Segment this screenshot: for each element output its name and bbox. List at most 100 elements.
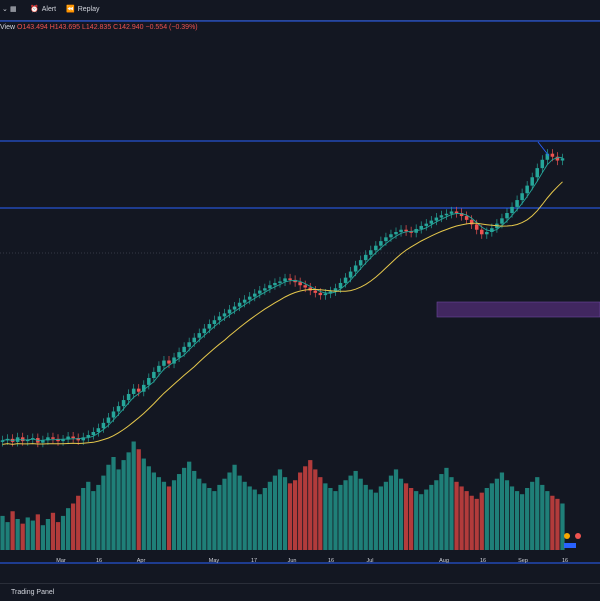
volume-bar bbox=[106, 464, 111, 550]
candle-body bbox=[263, 288, 267, 291]
volume-bar bbox=[156, 477, 162, 550]
volume-bar bbox=[45, 519, 51, 550]
candle-body bbox=[212, 320, 217, 325]
grid-icon[interactable]: ▦ bbox=[10, 6, 17, 13]
candle-body bbox=[555, 156, 560, 161]
volume-bar bbox=[141, 458, 146, 550]
volume-bar bbox=[192, 470, 197, 550]
candle-body bbox=[454, 211, 459, 213]
volume-bar bbox=[292, 480, 298, 550]
volume-bar bbox=[479, 492, 484, 550]
candle-body bbox=[136, 388, 141, 392]
volume-bar bbox=[484, 488, 489, 550]
volume-bar bbox=[277, 469, 283, 550]
volume-bar bbox=[434, 480, 439, 550]
candle-body bbox=[167, 360, 171, 364]
candle-body bbox=[439, 215, 444, 218]
volume-bar bbox=[308, 460, 313, 550]
candle-body bbox=[333, 288, 338, 292]
chevron-down-icon[interactable]: ⌄ bbox=[2, 6, 8, 13]
rewind-icon: ⏪ bbox=[66, 6, 75, 13]
candle-body bbox=[101, 422, 106, 429]
volume-bar bbox=[252, 489, 257, 550]
volume-bar bbox=[81, 488, 86, 550]
volume-bar bbox=[126, 452, 131, 550]
candle-body bbox=[76, 438, 80, 441]
volume-bar bbox=[333, 491, 338, 550]
volume-bar bbox=[232, 464, 237, 550]
candle-body bbox=[485, 232, 489, 235]
volume-bar bbox=[171, 480, 177, 550]
candle-body bbox=[535, 168, 540, 178]
volume-bar bbox=[5, 522, 10, 550]
candle-body bbox=[278, 281, 282, 283]
x-axis-tick-label: Jul bbox=[366, 558, 373, 564]
volume-bar bbox=[20, 523, 25, 550]
volume-bar bbox=[131, 441, 136, 550]
candle-body bbox=[283, 278, 287, 282]
volume-bar bbox=[146, 466, 151, 550]
candle-body bbox=[258, 290, 262, 294]
event-marker-icon bbox=[564, 533, 570, 539]
x-axis-tick-label: 16 bbox=[328, 558, 334, 564]
candle-body bbox=[379, 241, 383, 246]
candle-body bbox=[51, 437, 55, 439]
candle-body bbox=[252, 293, 257, 297]
volume-bar bbox=[25, 517, 30, 550]
trend-line bbox=[537, 141, 550, 157]
volume-bar bbox=[313, 469, 318, 550]
volume-bar bbox=[509, 486, 515, 550]
candle-body bbox=[348, 271, 353, 278]
candle-body bbox=[187, 342, 191, 347]
candle-body bbox=[318, 292, 323, 296]
candle-body bbox=[560, 158, 565, 161]
volume-bar bbox=[449, 477, 454, 550]
volume-bar bbox=[222, 478, 227, 550]
volume-bar bbox=[282, 477, 288, 550]
volume-bar bbox=[272, 475, 278, 550]
volume-bar bbox=[257, 494, 262, 550]
volume-bar bbox=[136, 449, 141, 550]
candle-body bbox=[449, 211, 454, 214]
volume-bar bbox=[197, 478, 202, 550]
volume-bar bbox=[166, 486, 172, 550]
volume-bar bbox=[514, 491, 520, 550]
candle-body bbox=[71, 436, 75, 439]
volume-bar bbox=[353, 470, 358, 550]
candle-body bbox=[232, 306, 237, 310]
candle-body bbox=[182, 346, 186, 353]
alert-button[interactable]: ⏰ Alert bbox=[30, 0, 56, 20]
candle-body bbox=[197, 333, 202, 338]
candle-body bbox=[328, 291, 333, 294]
volume-bar bbox=[338, 484, 343, 550]
candle-body bbox=[298, 282, 302, 286]
volume-bar bbox=[444, 467, 449, 550]
candle-body bbox=[61, 439, 65, 442]
candle-body bbox=[86, 435, 91, 438]
candle-body bbox=[394, 232, 398, 235]
x-axis-tick-label: Jun bbox=[288, 558, 297, 564]
volume-bar bbox=[55, 522, 61, 550]
candle-body bbox=[490, 228, 494, 233]
volume-bar bbox=[65, 508, 71, 550]
replay-button[interactable]: ⏪ Replay bbox=[66, 0, 100, 20]
volume-bar bbox=[237, 475, 242, 550]
candle-body bbox=[409, 231, 413, 233]
volume-bar bbox=[267, 481, 273, 550]
x-axis-tick-label: Apr bbox=[137, 558, 146, 564]
candle-body bbox=[157, 365, 161, 372]
candle-body bbox=[384, 237, 388, 242]
volume-bar bbox=[429, 484, 434, 550]
bottom-bar: Trading Panel bbox=[0, 583, 600, 601]
volume-bar bbox=[91, 491, 96, 550]
trading-panel-tab[interactable]: Trading Panel bbox=[11, 589, 55, 596]
volume-bar bbox=[504, 480, 510, 550]
volume-bar bbox=[419, 494, 424, 550]
candle-body bbox=[429, 220, 434, 224]
volume-bar bbox=[403, 483, 409, 550]
candle-body bbox=[353, 265, 358, 272]
candle-body bbox=[91, 432, 96, 436]
symbol-title-fragment: View bbox=[0, 24, 16, 31]
volume-bar bbox=[363, 484, 368, 550]
